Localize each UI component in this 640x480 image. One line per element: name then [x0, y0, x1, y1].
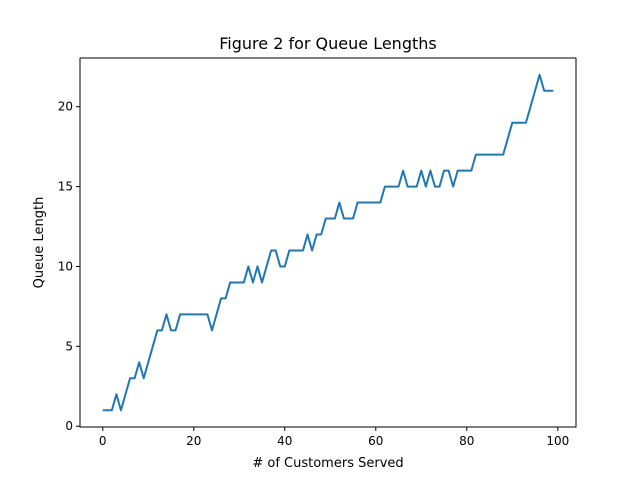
- series-line-0: [102, 73, 554, 412]
- x-tick-label: 20: [186, 434, 201, 448]
- plot-layer: [102, 73, 554, 412]
- x-tick-label: 80: [459, 434, 474, 448]
- chart-title: Figure 2 for Queue Lengths: [219, 34, 436, 53]
- plot-frame: [79, 57, 577, 428]
- x-axis-ticks: 0 20 40 60 80 100: [99, 427, 569, 448]
- x-tick-label: 100: [546, 434, 569, 448]
- y-tick-label: 10: [58, 259, 73, 273]
- y-axis-label: Queue Length: [32, 197, 47, 289]
- y-tick-label: 20: [58, 100, 73, 114]
- x-axis-label: # of Customers Served: [252, 456, 403, 471]
- y-tick-label: 0: [65, 419, 73, 433]
- x-tick-label: 40: [277, 434, 292, 448]
- x-tick-label: 0: [99, 434, 107, 448]
- y-axis-ticks: 0 5 10 15 20: [58, 100, 80, 433]
- y-tick-label: 5: [65, 339, 73, 353]
- y-tick-label: 15: [58, 180, 73, 194]
- x-tick-label: 60: [368, 434, 383, 448]
